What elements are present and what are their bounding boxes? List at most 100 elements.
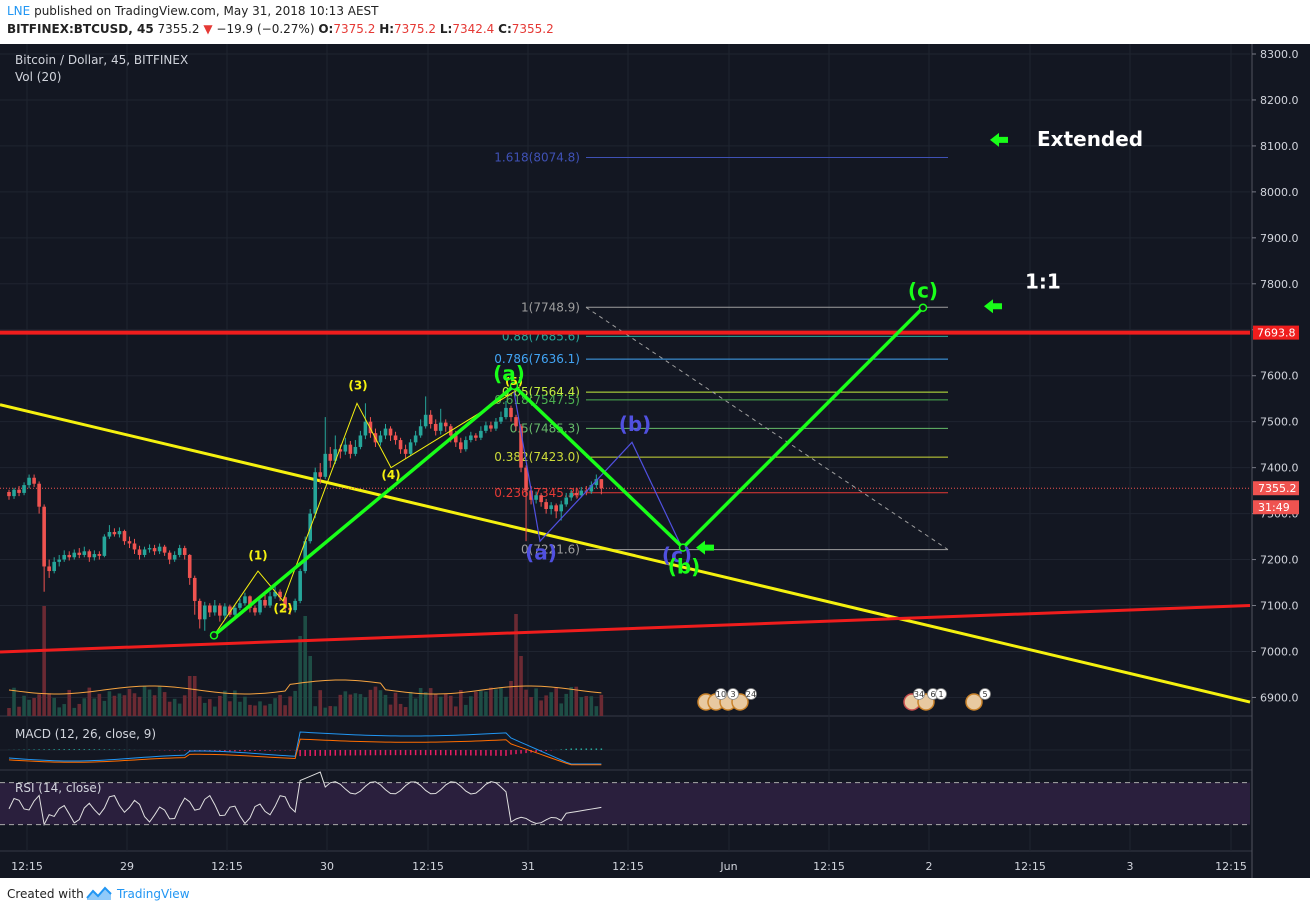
volume-bar [378, 690, 383, 716]
volume-bar [72, 707, 77, 716]
volume-bar [112, 695, 117, 716]
time-tick-label: 12:15 [1215, 860, 1247, 873]
candle-body [112, 531, 117, 535]
green-arrow-icon [990, 132, 1008, 147]
candle-body [348, 444, 353, 454]
volume-bar [132, 693, 137, 716]
event-count-badge [745, 688, 757, 700]
volume-bar [524, 689, 528, 716]
volume-bar [127, 688, 132, 716]
event-count-badge [979, 688, 991, 700]
volume-bar [388, 704, 393, 716]
candle-body [368, 421, 373, 434]
candle-body [208, 605, 212, 613]
volume-bar [443, 693, 448, 716]
candle-body [67, 554, 72, 558]
candle-body [17, 489, 21, 493]
volume-bar [438, 696, 443, 716]
candle-body [157, 546, 162, 552]
fib-trend-line [585, 306, 949, 551]
price-tick-label: 6900.0 [1260, 691, 1299, 704]
volume-bar [248, 704, 252, 716]
volume-bar [363, 697, 368, 716]
time-tick-label: 30 [320, 860, 334, 873]
close-label: C: [498, 22, 512, 36]
candle-body [258, 600, 262, 613]
volume-bar [197, 696, 202, 716]
candle-body [248, 596, 252, 608]
volume-bar [313, 706, 318, 716]
macd-line [8, 731, 602, 765]
candle-body [152, 548, 157, 552]
price-tick-label: 8200.0 [1260, 94, 1299, 107]
chart-background [0, 44, 1310, 878]
fib-level-label: 1(7748.9) [521, 300, 580, 314]
candle-body [268, 596, 272, 606]
candle-body [122, 531, 127, 542]
volume-bar [529, 697, 533, 716]
candle-body [283, 597, 287, 608]
volume-bar [238, 701, 242, 716]
volume-bar [22, 695, 26, 716]
footer: Created with TradingView [0, 878, 1310, 912]
candle-body [333, 449, 338, 461]
candle-body [413, 435, 418, 443]
macd-pane: 0.0000 [0, 731, 1297, 766]
chart-header: LNE published on TradingView.com, May 31… [0, 0, 1310, 44]
candle-body [192, 577, 197, 601]
tradingview-link[interactable]: TradingView [117, 887, 190, 901]
candle-body [323, 453, 328, 477]
candle-body [82, 551, 87, 555]
candle-body [383, 428, 388, 436]
volume-bar [474, 691, 478, 716]
volume-bar [67, 689, 72, 716]
candle-body [288, 607, 292, 611]
volume-bar [27, 699, 31, 716]
candle-body [489, 425, 493, 429]
blue-abc-wave [513, 391, 684, 551]
candle-body [559, 504, 563, 512]
wave-label: (b) [619, 412, 652, 436]
volume-bar [52, 697, 56, 716]
price-tag-resistance-text: 7693.8 [1257, 327, 1296, 340]
time-tick-label: 12:15 [412, 860, 444, 873]
candle-body [7, 491, 11, 497]
volume-bar [318, 690, 323, 716]
high-value: 7375.2 [394, 22, 437, 36]
candle-body [62, 554, 67, 560]
candle-body [544, 502, 548, 510]
trendlines [0, 330, 1251, 704]
volume-bar [303, 616, 307, 716]
candle-body [569, 492, 574, 498]
volume-bar [358, 694, 363, 716]
candle-body [594, 479, 599, 486]
volume-bar [308, 656, 312, 716]
low-value: 7342.4 [452, 22, 495, 36]
candle-body [273, 591, 277, 597]
volume-bar [228, 701, 232, 716]
fib-level-label: 0.236(7345.3) [494, 486, 580, 500]
candle-body [107, 531, 112, 537]
candle-body [338, 449, 343, 452]
rsi-band-fill [0, 782, 1250, 825]
volume-bar [187, 676, 192, 716]
volume-bar [569, 687, 574, 716]
candle-body [52, 561, 56, 572]
candle-body [534, 495, 538, 500]
candle-body [539, 495, 543, 503]
volume-bar [182, 695, 187, 716]
volume-bar [213, 706, 217, 716]
publisher-link[interactable]: LNE [7, 4, 31, 18]
volume-bar [157, 686, 162, 716]
price-tick-label: 7000.0 [1260, 645, 1299, 658]
last-price: 7355.2 [157, 22, 200, 36]
candle-body [12, 489, 16, 497]
candle-body [549, 505, 553, 510]
wave-label: (5) [505, 375, 523, 388]
chart-canvas[interactable]: 1(7748.9)0.88(7685.6)0.786(7636.1)0.65(7… [0, 44, 1310, 878]
volume-bar [142, 686, 147, 716]
candle-body [147, 548, 152, 550]
volume-bar [433, 694, 438, 716]
event-badges: 10 3 24 34 6 1 5 [697, 688, 991, 711]
volume-bar [288, 696, 292, 716]
